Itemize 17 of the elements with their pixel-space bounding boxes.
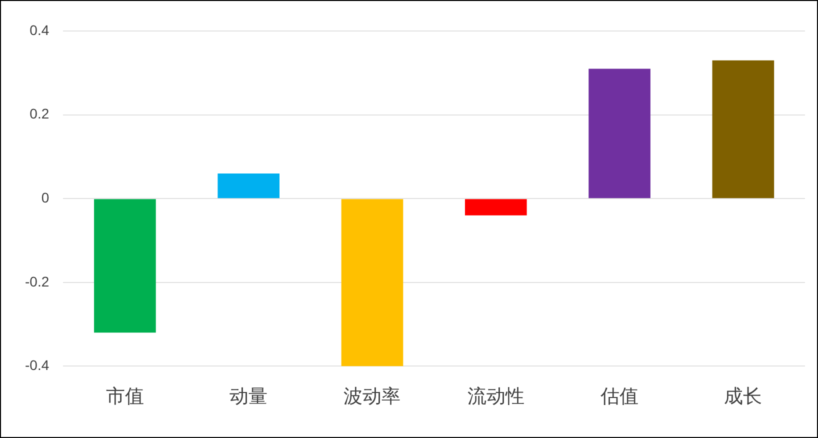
x-tick-label: 动量 (230, 386, 268, 408)
y-tick-label: 0.4 (30, 22, 50, 38)
x-tick-label: 估值 (600, 386, 639, 408)
bar (464, 199, 527, 216)
y-tick-label: -0.4 (25, 357, 50, 374)
x-tick-label: 波动率 (344, 386, 401, 408)
bar (588, 68, 650, 198)
x-tick-label: 成长 (724, 386, 762, 408)
bar (341, 199, 404, 366)
bar (712, 60, 774, 198)
bar (218, 173, 280, 198)
bar (94, 199, 156, 333)
y-tick-label: 0 (41, 189, 50, 206)
y-tick-label: -0.2 (25, 273, 50, 290)
y-tick-label: 0.2 (30, 106, 50, 122)
x-tick-label: 市值 (106, 386, 144, 408)
x-tick-label: 流动性 (467, 386, 524, 408)
